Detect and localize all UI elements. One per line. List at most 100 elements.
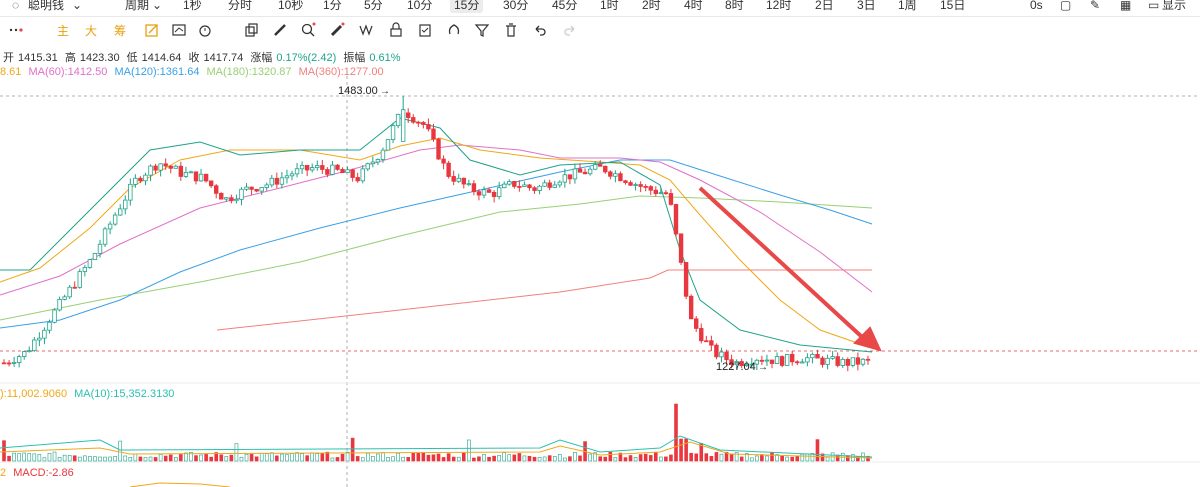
volume-bar <box>275 455 279 462</box>
volume-bar <box>507 454 512 462</box>
interval-5m[interactable]: 5分 <box>364 0 383 12</box>
volume-bar <box>795 455 800 462</box>
display-label[interactable]: 显示 <box>1162 0 1187 12</box>
volume-bar <box>396 452 400 462</box>
smart-money-icon[interactable]: ◌ <box>12 0 20 12</box>
camera-icon[interactable]: ▢ <box>1060 0 1072 12</box>
volume-bar <box>108 456 112 462</box>
interval-2h[interactable]: 2时 <box>642 0 661 12</box>
candle-body <box>183 172 189 177</box>
interval-10s[interactable]: 10秒 <box>278 0 304 12</box>
display-icon[interactable]: ▭ <box>1148 0 1160 12</box>
volume-bar <box>648 455 653 462</box>
volume-bar <box>239 456 244 462</box>
volume-bar <box>249 453 254 462</box>
volume-bar <box>103 456 107 462</box>
candle-body <box>572 168 578 180</box>
edit-icon[interactable]: ✎ <box>1090 0 1101 12</box>
note-icon[interactable] <box>417 22 433 38</box>
interval-timeshare[interactable]: 分时 <box>228 0 253 12</box>
volume-bar <box>47 452 52 462</box>
layout-icon[interactable]: ▦ <box>1120 0 1132 12</box>
volume-bar <box>557 454 562 462</box>
volume-bar <box>199 454 203 462</box>
volume-ma5-line <box>0 441 873 459</box>
interval-1m[interactable]: 1分 <box>323 0 342 12</box>
volume-bar <box>42 457 47 462</box>
candle-body <box>648 186 653 191</box>
candle-body <box>431 128 436 140</box>
undo-icon[interactable] <box>532 22 548 38</box>
interval-15m[interactable]: 15分 <box>450 0 484 13</box>
redo-icon[interactable] <box>562 22 578 38</box>
dropdown-chevron-icon[interactable]: ⌄ <box>72 0 83 12</box>
candle-body <box>451 176 456 182</box>
interval-1w[interactable]: 1周 <box>898 0 917 12</box>
refresh-seconds[interactable]: 0s <box>1030 0 1043 12</box>
interval-10m[interactable]: 10分 <box>407 0 433 12</box>
candle-body <box>759 359 765 362</box>
volume-bar <box>714 452 719 462</box>
trash-icon[interactable] <box>503 22 519 38</box>
chevron-down-icon[interactable]: ⌄ <box>152 0 163 12</box>
candle-body <box>97 243 103 254</box>
candle-body <box>37 337 42 341</box>
candle-body <box>365 163 370 170</box>
volume-ma10-line <box>0 435 873 458</box>
volume-bar <box>300 453 304 462</box>
zoom-icon[interactable] <box>300 22 316 38</box>
trend-arrow-head <box>853 326 882 352</box>
main-indicator-button[interactable]: 主 <box>57 24 70 38</box>
volume-bar <box>229 454 234 462</box>
candle-body <box>32 339 37 352</box>
candle-body <box>633 184 638 186</box>
candle-body <box>784 353 790 366</box>
ma-first-value: 8.61 <box>0 66 22 78</box>
filter-icon[interactable] <box>474 22 490 38</box>
magnet-icon[interactable] <box>446 22 462 38</box>
interval-30m[interactable]: 30分 <box>503 0 529 12</box>
candle-body <box>512 181 517 187</box>
interval-1h[interactable]: 1时 <box>600 0 619 12</box>
ma-info: 8.61 MA(60):1412.50 MA(120):1361.64 MA(1… <box>0 66 388 78</box>
chips-button[interactable]: 筹 <box>114 24 127 38</box>
indicator-edit-icon[interactable] <box>144 22 160 38</box>
smart-money-label[interactable]: 聪明钱 <box>28 0 65 12</box>
interval-3d[interactable]: 3日 <box>857 0 876 12</box>
candle-body <box>208 180 214 187</box>
period-dropdown[interactable]: 周期 <box>125 0 150 12</box>
interval-1s[interactable]: 1秒 <box>183 0 202 12</box>
candle-body <box>668 193 674 205</box>
candle-body <box>168 165 173 169</box>
more-icon[interactable] <box>8 21 24 37</box>
candle-body <box>421 122 426 125</box>
timer-icon[interactable] <box>197 22 213 38</box>
volume-bar <box>52 451 57 462</box>
candle-body <box>694 318 699 329</box>
interval-8h[interactable]: 8时 <box>725 0 744 12</box>
interval-4h[interactable]: 4时 <box>684 0 703 12</box>
candle-body <box>805 357 810 363</box>
candle-body <box>598 164 603 167</box>
candle-body <box>683 262 689 297</box>
lock-icon[interactable] <box>388 22 404 38</box>
candle-body <box>769 359 775 364</box>
candle-body <box>699 328 704 342</box>
interval-45m[interactable]: 45分 <box>552 0 578 12</box>
copy-icon[interactable] <box>243 22 259 38</box>
interval-12h[interactable]: 12时 <box>766 0 792 12</box>
volume-bar <box>189 451 193 462</box>
ruler-icon[interactable] <box>272 22 288 38</box>
interval-2d[interactable]: 2日 <box>815 0 834 12</box>
big-order-button[interactable]: 大 <box>85 24 98 38</box>
volume-bar <box>497 455 501 462</box>
volume-bar <box>163 455 168 462</box>
pen-icon[interactable] <box>329 22 345 38</box>
interval-15d[interactable]: 15日 <box>940 0 966 12</box>
pattern-icon[interactable] <box>358 22 374 38</box>
volume-bar <box>517 453 522 462</box>
candle-body <box>608 171 613 177</box>
compare-icon[interactable] <box>171 22 187 38</box>
volume-bar <box>492 455 496 462</box>
